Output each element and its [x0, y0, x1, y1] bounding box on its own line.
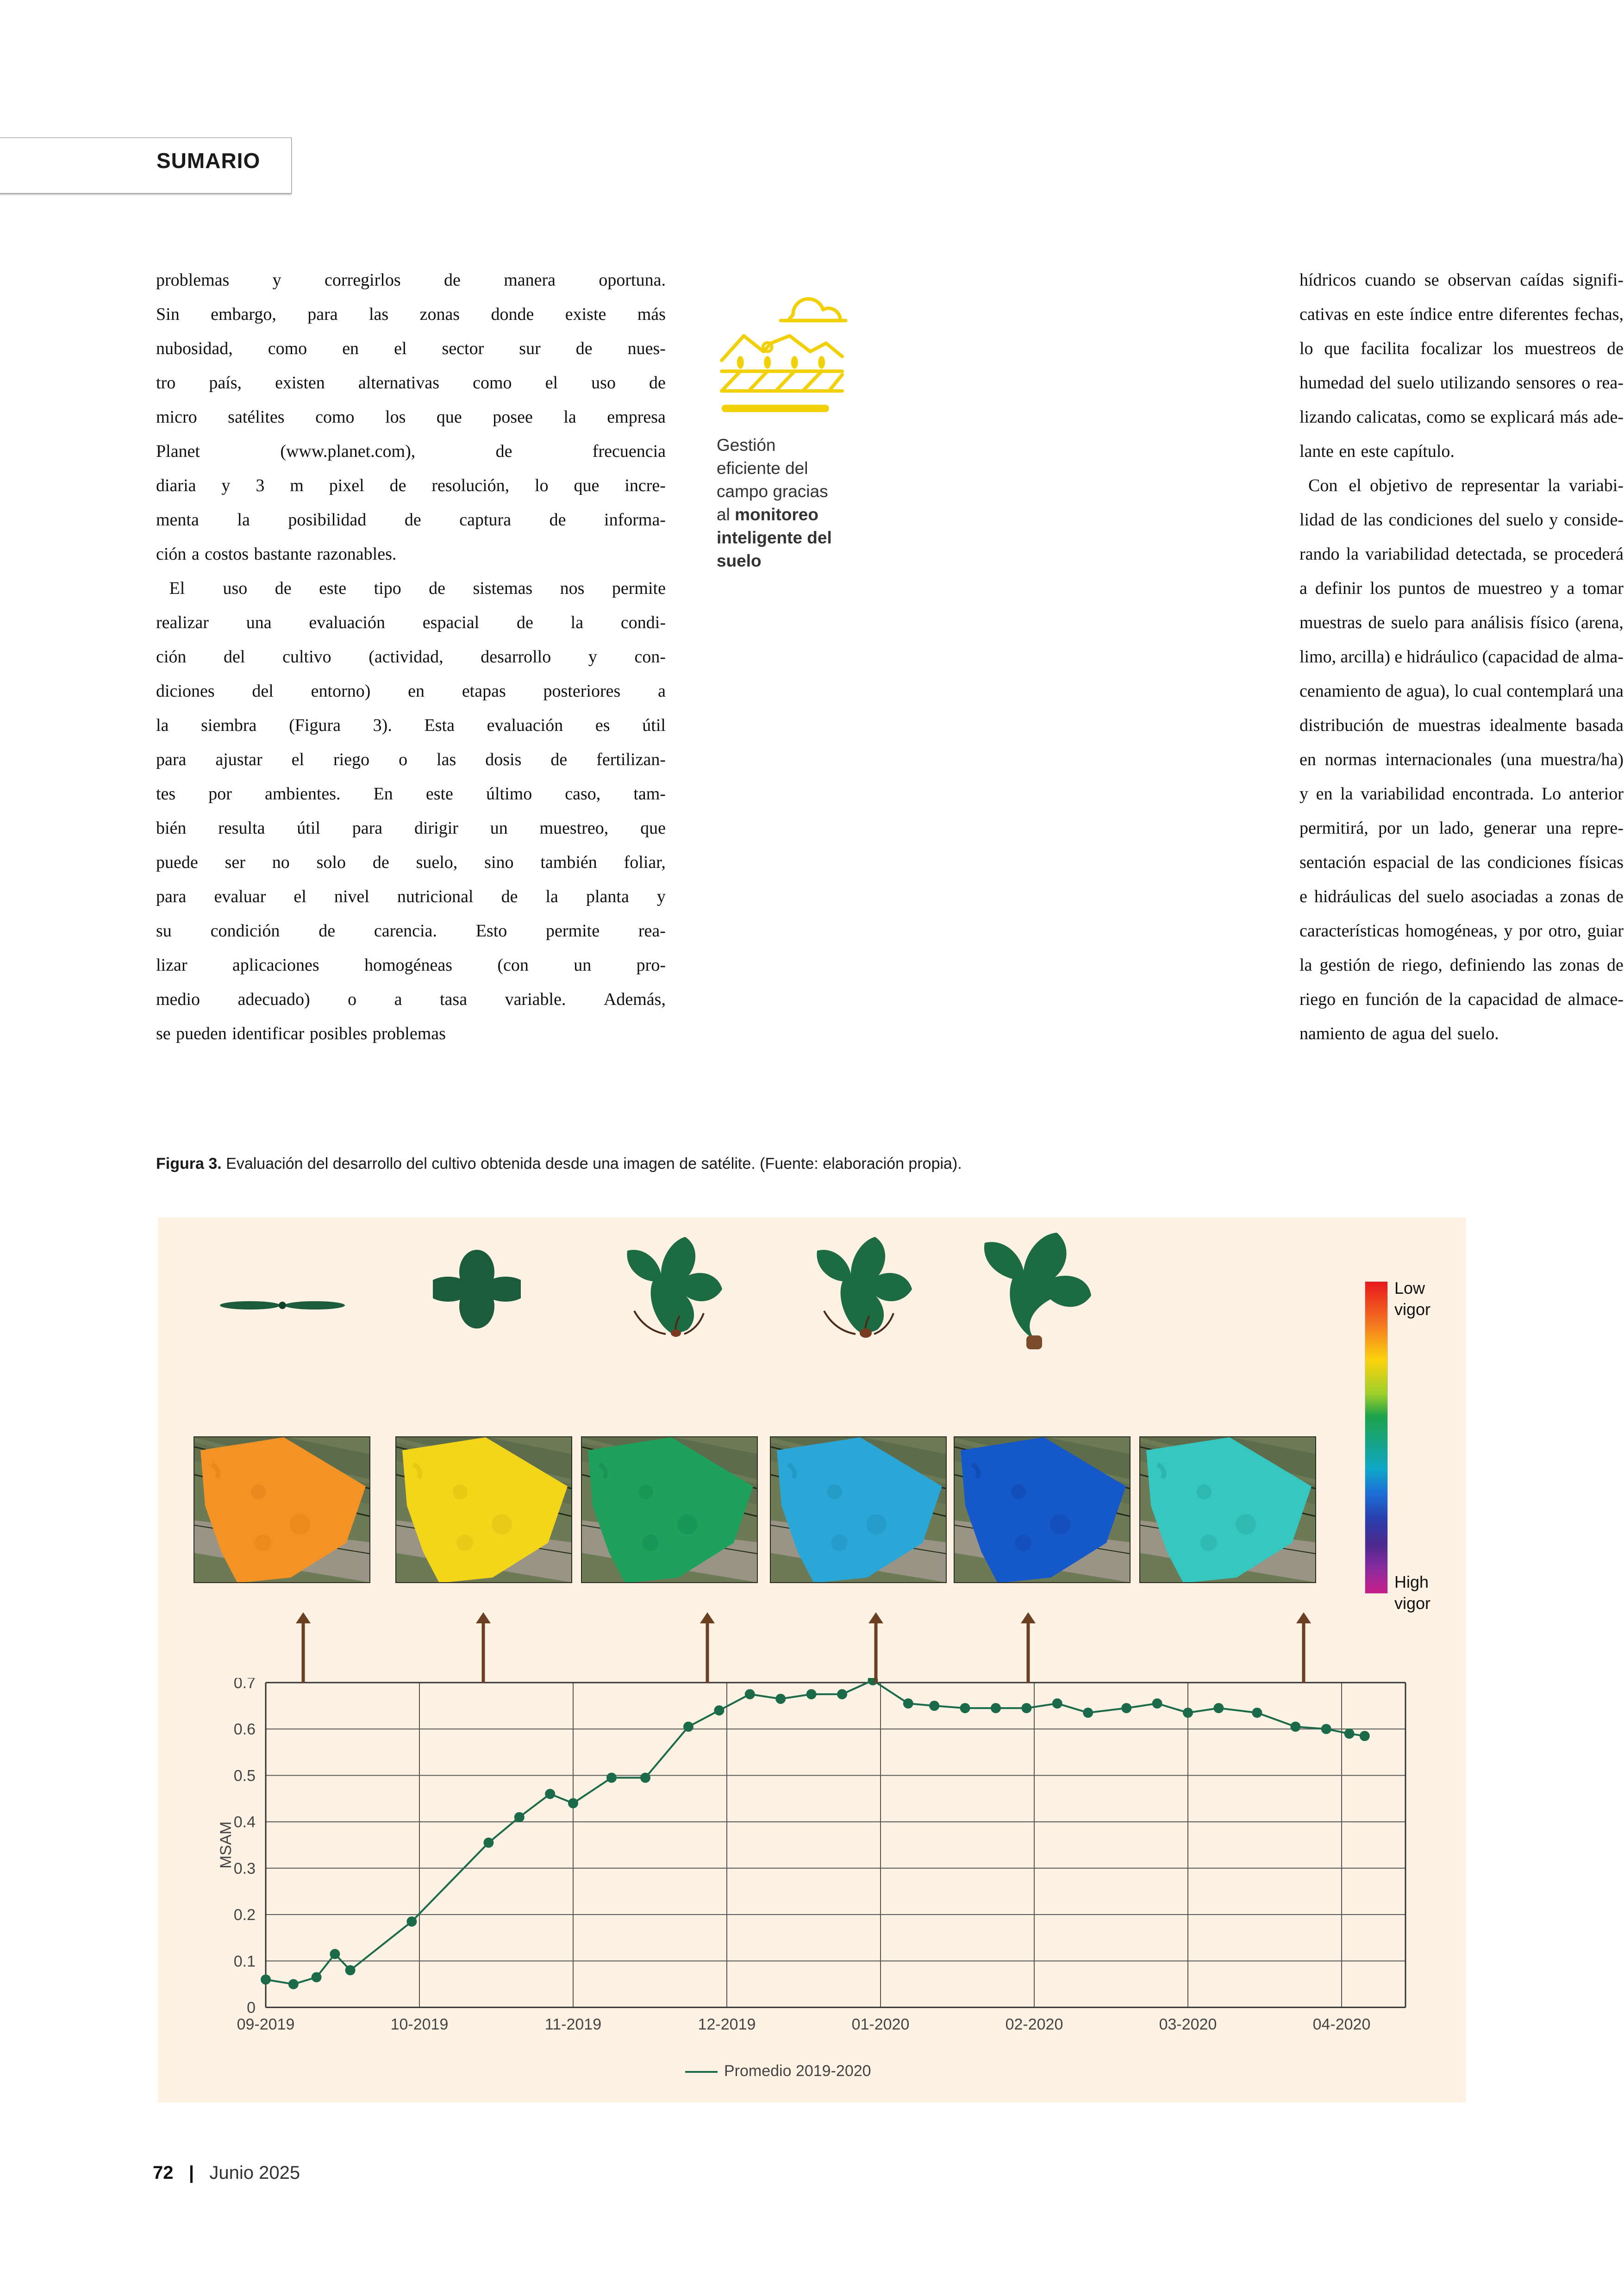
- svg-text:10-2019: 10-2019: [391, 2016, 449, 2033]
- svg-text:0.1: 0.1: [234, 1953, 256, 1971]
- svg-text:0.5: 0.5: [234, 1767, 256, 1785]
- svg-text:04-2020: 04-2020: [1313, 2016, 1371, 2033]
- svg-text:0.3: 0.3: [234, 1860, 256, 1877]
- svg-text:0.7: 0.7: [234, 1678, 256, 1692]
- svg-text:0.2: 0.2: [234, 1906, 256, 1924]
- svg-text:MSAM: MSAM: [217, 1821, 235, 1869]
- svg-text:11-2019: 11-2019: [545, 2016, 601, 2033]
- svg-text:0.4: 0.4: [234, 1814, 256, 1831]
- svg-text:01-2020: 01-2020: [852, 2016, 910, 2033]
- svg-text:0: 0: [247, 1999, 256, 2017]
- svg-text:0.6: 0.6: [234, 1721, 256, 1739]
- svg-text:03-2020: 03-2020: [1159, 2016, 1217, 2033]
- svg-text:02-2020: 02-2020: [1006, 2016, 1063, 2033]
- svg-text:12-2019: 12-2019: [698, 2016, 756, 2033]
- svg-text:09-2019: 09-2019: [237, 2016, 295, 2033]
